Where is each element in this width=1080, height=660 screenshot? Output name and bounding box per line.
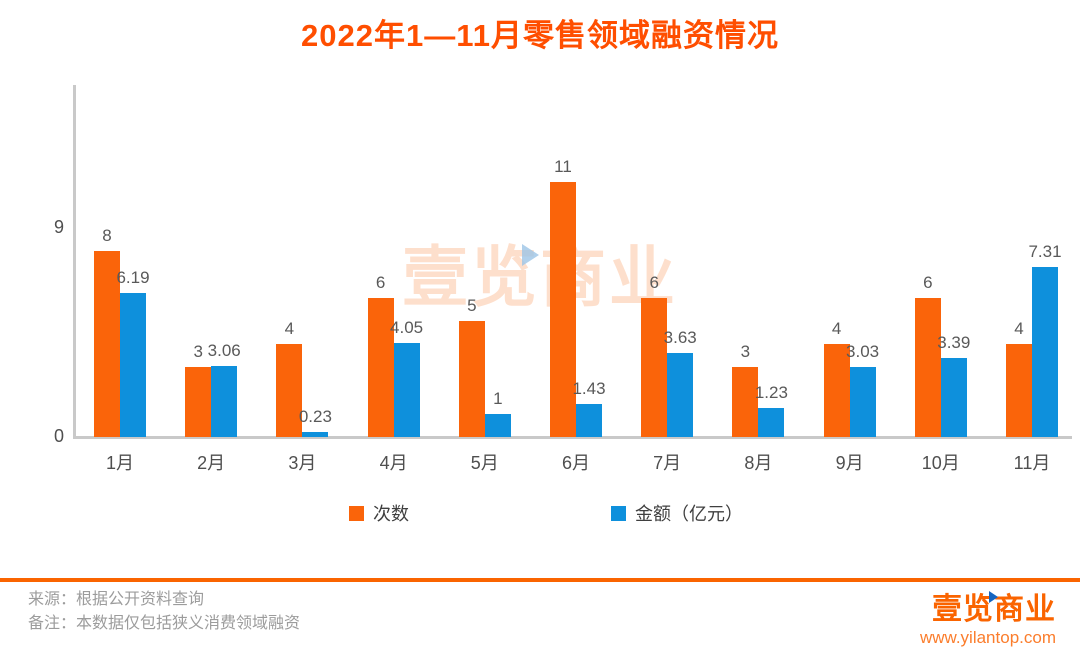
amount-value-label: 1	[493, 388, 503, 408]
y-axis-tick-label: 9	[53, 217, 64, 238]
count-bar	[276, 344, 303, 437]
count-value-label: 4	[831, 319, 842, 339]
count-bar	[185, 367, 212, 437]
amount-value-label: 3.63	[663, 327, 697, 347]
count-value-label: 4	[1014, 319, 1024, 339]
count-value-label: 4	[284, 319, 295, 339]
legend-item-count: 次数	[349, 500, 409, 526]
amount-bar	[576, 403, 602, 437]
amount-legend-label: 金额（亿元）	[635, 504, 743, 524]
amount-value-label: 3.39	[937, 333, 971, 353]
count-bar	[732, 367, 759, 437]
x-axis-label: 4月	[379, 453, 408, 473]
logo-flag-icon	[989, 591, 999, 603]
watermark-flag-icon	[522, 244, 539, 266]
amount-bar	[393, 343, 420, 437]
x-axis-label: 3月	[288, 453, 317, 473]
x-axis-label: 10月	[921, 453, 960, 473]
count-value-label: 3	[740, 342, 751, 362]
count-bar	[94, 251, 120, 437]
x-axis-label: 7月	[653, 453, 682, 473]
amount-bar	[849, 366, 876, 437]
count-bar	[550, 181, 576, 437]
note-text: 备注：本数据仅包括狭义消费领域融资	[28, 615, 301, 632]
amount-bar	[940, 358, 967, 437]
amount-value-label: 6.19	[116, 268, 150, 288]
count-value-label: 11	[554, 156, 572, 176]
x-axis-label: 1月	[105, 453, 134, 473]
count-value-label: 6	[649, 272, 659, 292]
source-text: 来源：根据公开资料查询	[28, 591, 205, 608]
footer-divider	[0, 578, 1080, 582]
amount-bar	[484, 413, 511, 437]
x-axis-label: 2月	[197, 453, 226, 473]
count-bar	[914, 297, 941, 437]
amount-value-label: 0.23	[298, 406, 332, 426]
legend-item-amount: 金额（亿元）	[611, 500, 743, 526]
amount-value-label: 3.03	[846, 341, 880, 361]
amount-bar	[302, 431, 329, 437]
amount-bar	[667, 352, 694, 437]
count-bar	[641, 297, 668, 437]
amount-value-label: 4.05	[390, 318, 424, 338]
count-bar	[367, 297, 394, 437]
count-value-label: 6	[375, 272, 386, 292]
count-bar	[458, 321, 485, 437]
y-axis-line	[73, 85, 76, 439]
count-bar	[1006, 344, 1032, 437]
amount-legend-swatch	[611, 505, 626, 521]
count-legend-label: 次数	[373, 504, 409, 524]
count-legend-swatch	[349, 505, 364, 521]
amount-value-label: 3.06	[207, 341, 241, 360]
x-axis-label: 6月	[561, 453, 590, 473]
x-axis-label: 9月	[835, 453, 864, 473]
chart-title: 2022年1—11月零售领域融资情况	[301, 18, 779, 53]
count-value-label: 6	[923, 272, 933, 292]
brand-logo: 壹览商业 www.yilantop.com	[919, 591, 1056, 648]
count-value-label: 8	[102, 226, 112, 246]
amount-value-label: 1.23	[754, 383, 788, 403]
brand-logo-text: 壹览商业	[932, 591, 1056, 628]
x-axis-baseline	[73, 436, 1072, 439]
count-value-label: 5	[467, 296, 477, 315]
amount-bar	[1032, 267, 1058, 437]
amount-value-label: 7.31	[1028, 242, 1062, 262]
y-axis-tick-label: 0	[53, 426, 64, 446]
amount-value-label: 1.43	[572, 378, 606, 398]
x-axis-label: 5月	[470, 453, 499, 473]
amount-bar	[211, 366, 238, 437]
count-value-label: 3	[193, 342, 203, 362]
amount-bar	[758, 408, 785, 437]
amount-bar	[120, 293, 146, 437]
count-bar	[823, 344, 850, 437]
x-axis-label: 8月	[744, 453, 773, 473]
x-axis-label: 11月	[1013, 453, 1051, 473]
brand-website-url: www.yilantop.com	[919, 627, 1056, 647]
